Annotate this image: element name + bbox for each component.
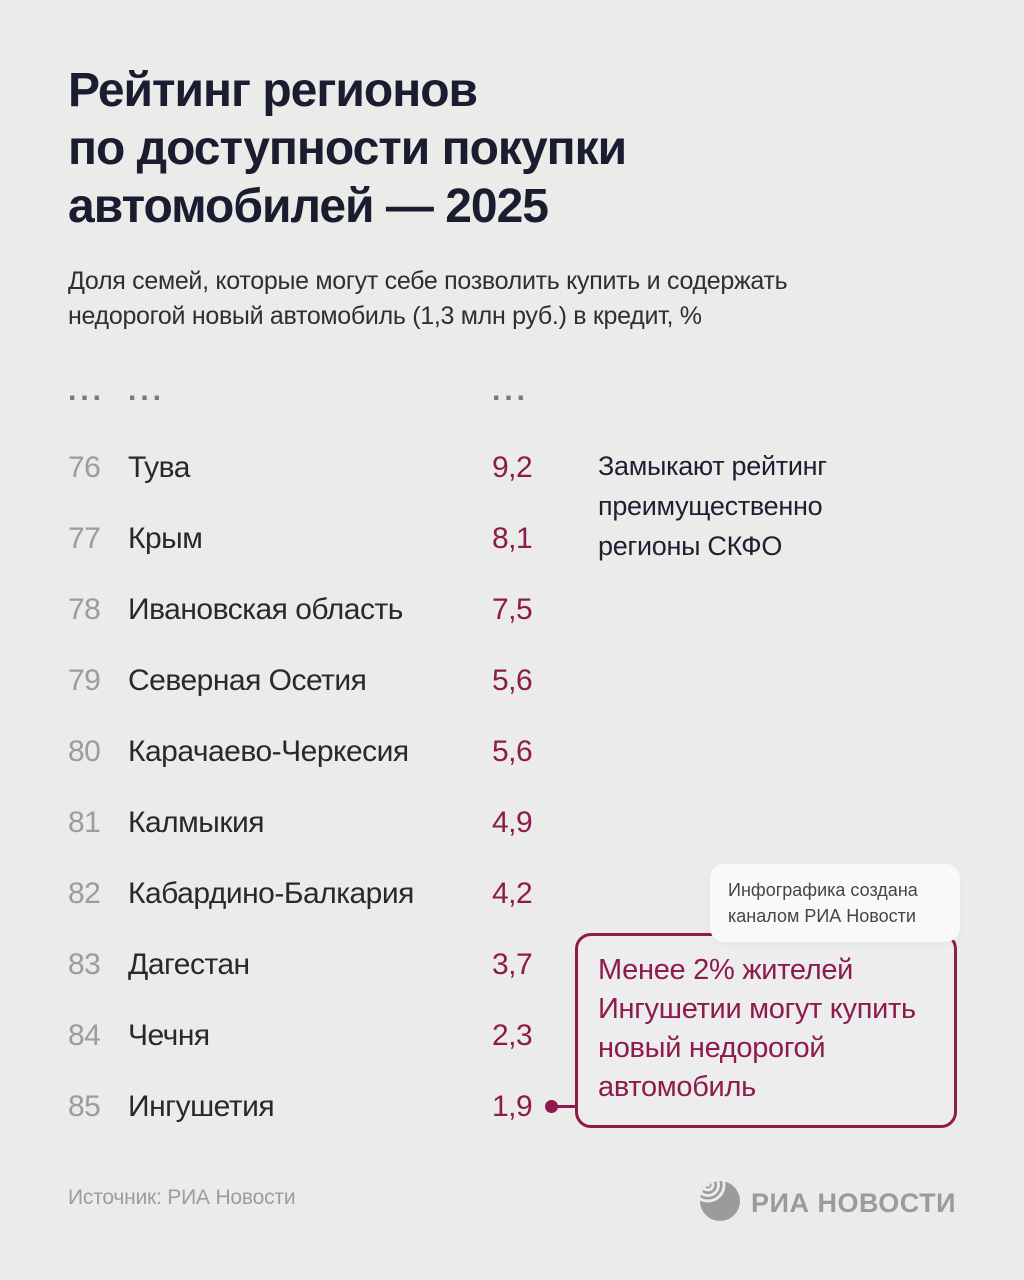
source-label: Источник: РИА Новости: [68, 1186, 296, 1209]
ellipsis-region-column: ...: [128, 374, 166, 407]
rank-cell: 76: [68, 450, 101, 484]
attribution-tooltip: Инфографика создана каналом РИА Новости: [710, 864, 960, 942]
rank-cell: 83: [68, 947, 101, 981]
value-cell: 3,7: [492, 947, 533, 981]
table-row: 76 Тува 9,2: [68, 432, 608, 503]
rank-cell: 84: [68, 1018, 101, 1052]
ria-globe-icon: [690, 1167, 741, 1227]
rank-cell: 80: [68, 734, 101, 768]
region-cell: Тува: [128, 450, 190, 484]
ellipsis-value-column: ...: [492, 374, 530, 407]
region-cell: Дагестан: [128, 947, 250, 981]
table-row: 84 Чечня 2,3: [68, 1000, 608, 1071]
annotation-skfo: Замыкают рейтинг преимущественно регионы…: [598, 451, 827, 561]
region-cell: Ингушетия: [128, 1089, 275, 1123]
table-row: 83 Дагестан 3,7: [68, 929, 608, 1000]
table-row: 77 Крым 8,1: [68, 503, 608, 574]
table-row: 78 Ивановская область 7,5: [68, 574, 608, 645]
value-cell: 8,1: [492, 521, 533, 555]
value-cell: 5,6: [492, 734, 533, 768]
region-cell: Калмыкия: [128, 805, 264, 839]
value-cell: 9,2: [492, 450, 533, 484]
ria-novosti-logo: РИА НОВОСТИ: [690, 1167, 956, 1227]
region-cell: Ивановская область: [128, 592, 403, 626]
callout-connector-dot: [545, 1100, 558, 1113]
region-cell: Карачаево-Черкесия: [128, 734, 409, 768]
page-title: Рейтинг регионов по доступности покупки …: [68, 64, 627, 233]
page-subtitle: Доля семей, которые могут себе позволить…: [68, 267, 788, 330]
value-cell: 1,9: [492, 1089, 533, 1123]
callout-connector-line: [552, 1105, 578, 1108]
rank-cell: 79: [68, 663, 101, 697]
value-cell: 2,3: [492, 1018, 533, 1052]
table-row: 82 Кабардино-Балкария 4,2: [68, 858, 608, 929]
callout-ingushetia: Менее 2% жителей Ингушетии могут купить …: [575, 933, 957, 1128]
value-cell: 4,2: [492, 876, 533, 910]
logo-text: РИА НОВОСТИ: [751, 1188, 956, 1218]
rank-cell: 81: [68, 805, 101, 839]
region-cell: Северная Осетия: [128, 663, 367, 697]
rank-cell: 78: [68, 592, 101, 626]
table-row: 85 Ингушетия 1,9: [68, 1071, 608, 1142]
rank-cell: 85: [68, 1089, 101, 1123]
value-cell: 7,5: [492, 592, 533, 626]
value-cell: 4,9: [492, 805, 533, 839]
rank-cell: 77: [68, 521, 101, 555]
table-row: 79 Северная Осетия 5,6: [68, 645, 608, 716]
ellipsis-rank-column: ...: [68, 374, 106, 407]
region-cell: Кабардино-Балкария: [128, 876, 414, 910]
table-row: 80 Карачаево-Черкесия 5,6: [68, 716, 608, 787]
table-row: 81 Калмыкия 4,9: [68, 787, 608, 858]
region-cell: Крым: [128, 521, 203, 555]
value-cell: 5,6: [492, 663, 533, 697]
rank-cell: 82: [68, 876, 101, 910]
ranking-list: 76 Тува 9,2 77 Крым 8,1 78 Ивановская область 7,…: [68, 432, 608, 1142]
region-cell: Чечня: [128, 1018, 210, 1052]
